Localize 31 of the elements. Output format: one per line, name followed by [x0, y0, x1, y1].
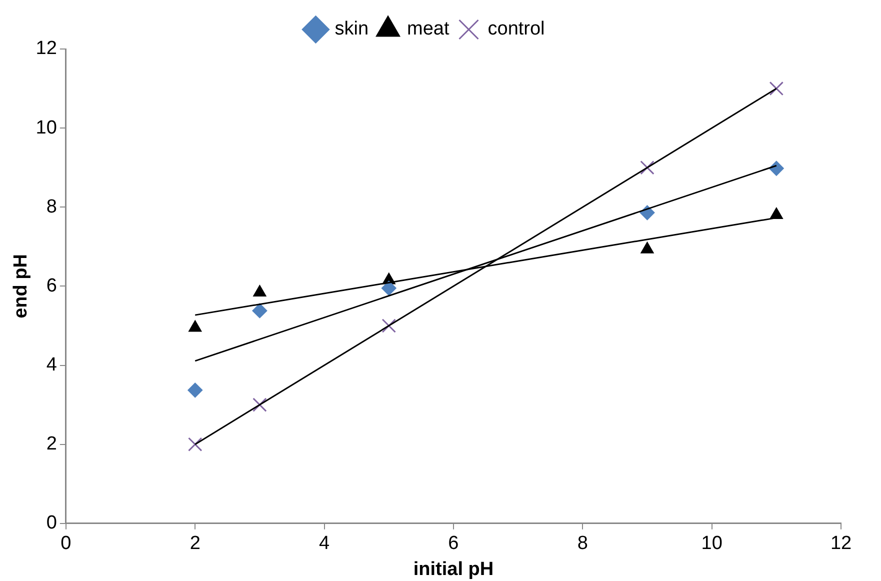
point	[188, 382, 203, 398]
x-tick-label: 0	[60, 533, 72, 554]
y-tick-label: 0	[46, 512, 57, 534]
y-tick-label: 2	[46, 434, 57, 455]
point	[640, 160, 654, 175]
y-tick-label: 4	[46, 354, 58, 376]
x-tick-label: 6	[448, 533, 459, 554]
y-tick-label: 6	[46, 275, 57, 296]
y-tick-label: 10	[36, 117, 57, 138]
point	[188, 320, 202, 332]
point	[252, 303, 268, 318]
point	[769, 81, 784, 96]
point	[382, 318, 396, 333]
legend-label: skin	[334, 18, 369, 40]
x-tick-label: 10	[701, 533, 722, 554]
point	[188, 437, 202, 452]
legend-label: control	[488, 18, 545, 40]
x-tick-label: 8	[577, 533, 588, 554]
legend-label: meat	[407, 18, 450, 40]
point	[770, 208, 783, 220]
point	[640, 242, 654, 254]
point	[252, 398, 267, 412]
point	[381, 280, 396, 296]
point	[253, 285, 266, 297]
x-axis-title: initial pH	[413, 558, 494, 580]
x-tick-label: 2	[190, 533, 200, 554]
y-tick-label: 8	[46, 196, 57, 218]
y-axis-title: end pH	[10, 254, 32, 318]
y-tick-label: 12	[36, 38, 57, 60]
x-tick-label: 4	[319, 533, 330, 554]
x-tick-label: 12	[830, 533, 852, 554]
